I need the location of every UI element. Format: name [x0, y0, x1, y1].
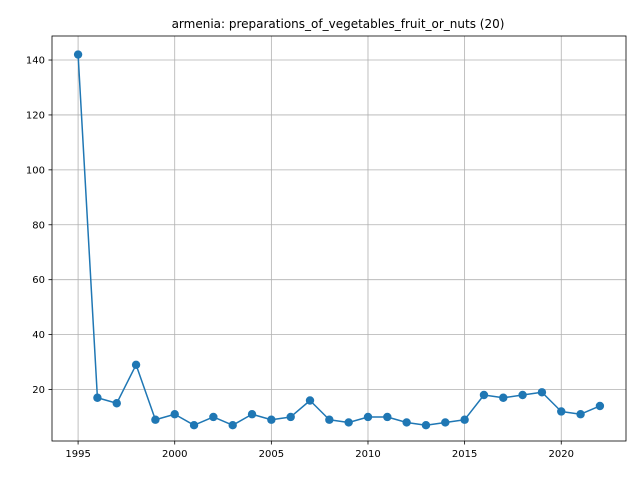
series-line — [77, 54, 601, 426]
x-tick-label: 2015 — [452, 449, 477, 460]
data-point — [518, 390, 527, 400]
data-point — [363, 412, 373, 422]
data-point — [286, 412, 295, 422]
series-layer — [73, 50, 605, 430]
data-point — [209, 412, 218, 422]
data-point — [131, 360, 141, 370]
y-tick-label: 20 — [32, 385, 45, 396]
data-point — [402, 418, 411, 427]
x-tick-label: 2005 — [259, 449, 284, 460]
x-tick-label: 2020 — [549, 449, 574, 460]
data-point — [267, 415, 276, 424]
y-tick-label: 80 — [32, 220, 45, 231]
data-point — [325, 415, 334, 424]
y-tick-label: 40 — [32, 330, 45, 341]
data-point — [170, 410, 179, 419]
grid — [52, 36, 626, 441]
plot-frame — [51, 35, 627, 442]
y-tick-label: 120 — [26, 110, 45, 121]
data-point — [151, 415, 160, 424]
y-tick-label: 100 — [26, 165, 45, 176]
x-tick-label: 2010 — [355, 449, 380, 460]
data-point — [383, 412, 392, 422]
y-tick-label: 140 — [26, 56, 45, 67]
data-point — [189, 421, 199, 430]
axes: 1995 2000 2005 2010 2015 20202040608010012014… — [26, 35, 627, 460]
data-point — [557, 407, 566, 416]
data-point — [112, 399, 121, 408]
data-point — [595, 401, 605, 411]
data-point — [576, 410, 585, 419]
x-tick-label: 1995 — [65, 449, 90, 460]
data-point — [73, 50, 83, 59]
x-tick-label: 2000 — [162, 449, 187, 460]
data-point — [228, 421, 237, 430]
data-point — [421, 421, 431, 430]
data-point — [441, 418, 450, 427]
data-point — [247, 410, 257, 419]
data-point — [344, 418, 353, 427]
y-tick-label: 60 — [32, 275, 45, 286]
data-point — [499, 393, 508, 402]
data-point — [460, 415, 469, 424]
data-point — [93, 393, 102, 402]
data-point — [479, 390, 489, 400]
data-point — [305, 396, 315, 405]
chart-title: armenia: preparations_of_vegetables_frui… — [172, 17, 505, 31]
data-point — [537, 388, 547, 397]
